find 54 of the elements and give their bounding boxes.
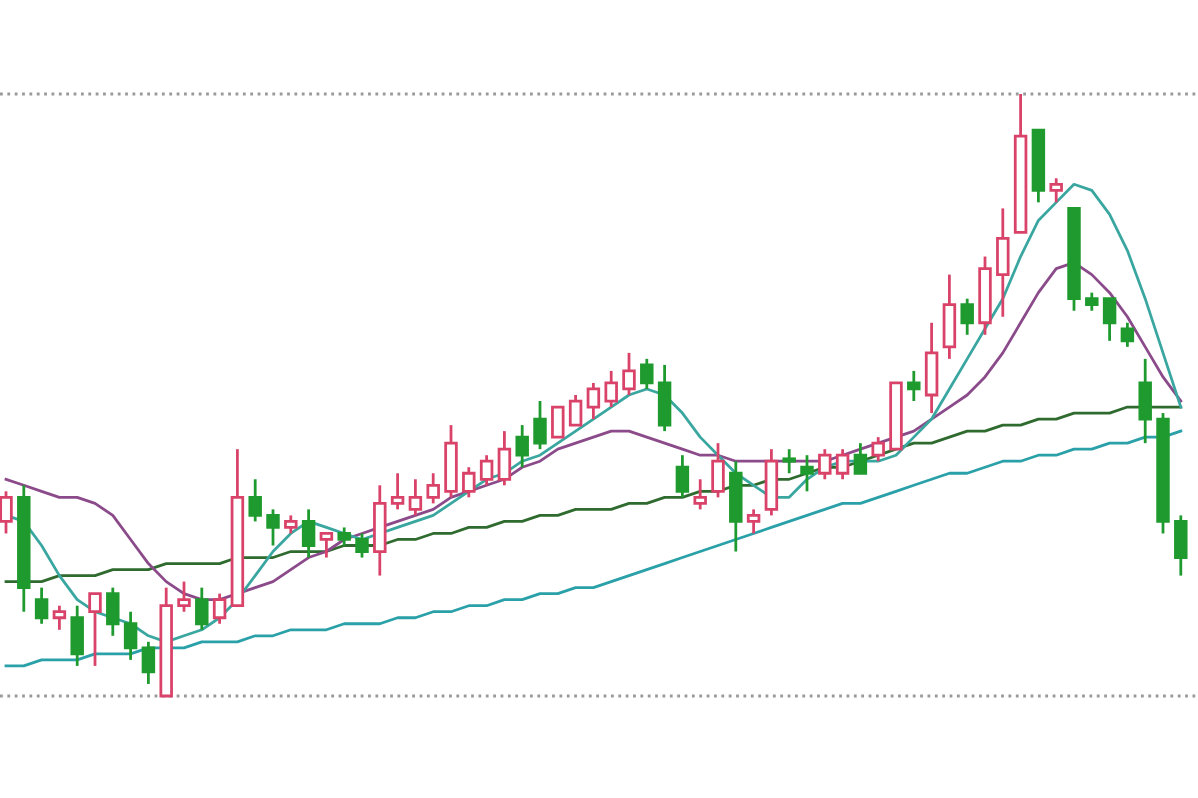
- candlestick: [800, 453, 814, 493]
- candlestick: [426, 471, 440, 505]
- candlestick: [640, 357, 654, 391]
- candlestick: [462, 465, 476, 499]
- candlestick: [853, 441, 868, 475]
- candlestick: [0, 489, 13, 535]
- candlestick: [284, 514, 298, 535]
- candlestick: [106, 586, 120, 638]
- candlestick: [319, 532, 334, 559]
- candlestick: [497, 429, 512, 487]
- candlestick: [248, 477, 262, 523]
- candlestick: [177, 580, 191, 614]
- candlestick: [871, 435, 885, 463]
- candlestick: [604, 369, 618, 409]
- candlestick: [1085, 291, 1099, 313]
- candlestick: [88, 592, 102, 668]
- candlestick: [1174, 514, 1188, 577]
- candlestick: [622, 351, 636, 397]
- candlestick: [907, 369, 921, 403]
- candlestick: [960, 297, 974, 337]
- candlestick: [818, 447, 832, 481]
- candlestick: [657, 363, 672, 433]
- candlestick: [835, 447, 850, 481]
- candlestick: [515, 423, 529, 469]
- candlestick: [675, 453, 690, 499]
- candlestick: [1138, 357, 1152, 445]
- candlestick: [782, 447, 796, 475]
- candlestick: [1102, 297, 1117, 343]
- candlestick: [390, 471, 405, 511]
- candlestick: [711, 441, 725, 499]
- candlestick: [123, 610, 138, 662]
- candlestick: [746, 507, 761, 535]
- candlestick: [408, 477, 423, 517]
- candlestick: [212, 592, 227, 626]
- candlestick: [586, 381, 601, 421]
- candlestick: [551, 405, 565, 439]
- candlestick: [301, 507, 316, 559]
- candlestick: [141, 640, 156, 686]
- candlestick: [70, 604, 84, 668]
- candlestick: [693, 477, 707, 511]
- candlestick: [568, 393, 583, 427]
- candlestick: [52, 604, 67, 632]
- candlestick: [1120, 321, 1135, 349]
- candlestick: [34, 586, 49, 626]
- candlestick: [337, 526, 351, 547]
- candlestick: [996, 206, 1010, 319]
- candlestick: [195, 586, 209, 632]
- candlestick: [355, 532, 369, 559]
- candlestick: [479, 453, 494, 487]
- candlestick: [1049, 176, 1063, 204]
- candlestick: [924, 321, 939, 415]
- candlestick: [266, 507, 280, 547]
- candlestick: [942, 273, 957, 361]
- candlestick: [533, 399, 547, 451]
